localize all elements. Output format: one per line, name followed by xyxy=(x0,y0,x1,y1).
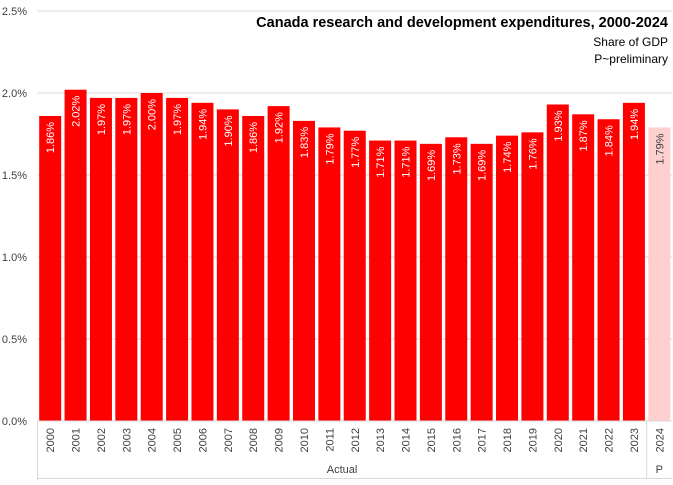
data-label: 1.93% xyxy=(553,110,565,141)
data-labels: 1.86% 2.02% 1.97% 1.97% 2.00% 1.97% 1.94% 1.90%… xyxy=(45,96,666,182)
x-tick-label: 2003 xyxy=(121,428,133,452)
data-label: 1.69% xyxy=(477,150,489,181)
data-label: 1.94% xyxy=(629,109,641,140)
data-label: 1.73% xyxy=(451,143,463,174)
data-label: 1.79% xyxy=(654,133,666,164)
x-tick-label: 2016 xyxy=(451,428,463,452)
data-label: 1.86% xyxy=(248,122,260,153)
x-axis: 2000 2001 2002 2003 2004 2005 2006 2007 2008 2009… xyxy=(37,420,672,480)
bar-2006 xyxy=(191,102,214,421)
bar-2010 xyxy=(292,120,315,421)
group-label: Actual xyxy=(327,464,358,476)
bar-2024 xyxy=(648,127,671,421)
bar-2021 xyxy=(572,114,595,421)
data-label: 1.90% xyxy=(223,115,235,146)
data-label: 1.76% xyxy=(527,138,539,169)
x-tick-label: 2020 xyxy=(553,428,565,452)
x-tick-label: 2007 xyxy=(223,428,235,452)
data-label: 1.71% xyxy=(401,146,413,177)
chart-note: P~preliminary xyxy=(594,52,668,66)
bar-2007 xyxy=(216,109,239,422)
x-tick-label: 2021 xyxy=(578,428,590,452)
bar-2009 xyxy=(267,106,290,422)
x-tick-label: 2017 xyxy=(477,428,489,452)
x-tick-label: 2001 xyxy=(71,428,83,452)
bar-2014 xyxy=(394,140,417,421)
x-tick-label: 2000 xyxy=(45,428,57,452)
bar-2013 xyxy=(369,140,392,421)
y-tick-label: 2.5% xyxy=(2,6,27,18)
x-tick-label: 2024 xyxy=(654,428,666,452)
x-tick-label: 2022 xyxy=(604,428,616,452)
x-tick-label: 2023 xyxy=(629,428,641,452)
x-tick-label: 2013 xyxy=(375,428,387,452)
data-label: 1.87% xyxy=(578,120,590,151)
bar-2023 xyxy=(622,102,645,421)
bar-2011 xyxy=(318,127,341,421)
x-tick-label: 2005 xyxy=(172,428,184,452)
bar-2005 xyxy=(166,97,189,422)
x-tick-label: 2015 xyxy=(426,428,438,452)
y-tick-label: 2.0% xyxy=(2,88,27,100)
x-tick-label: 2014 xyxy=(401,428,413,452)
bar-2002 xyxy=(89,97,112,422)
x-tick-label: 2004 xyxy=(147,428,159,452)
y-axis-ticks: 0.0% 0.5% 1.0% 1.5% 2.0% 2.5% xyxy=(2,6,27,428)
data-label: 1.94% xyxy=(197,109,209,140)
group-label: P xyxy=(656,464,663,476)
data-label: 1.69% xyxy=(426,150,438,181)
x-tick-label: 2012 xyxy=(350,428,362,452)
y-tick-label: 0.0% xyxy=(2,416,27,428)
x-tick-label: 2018 xyxy=(502,428,514,452)
x-tick-label: 2008 xyxy=(248,428,260,452)
bar-2019 xyxy=(521,132,544,422)
data-label: 1.97% xyxy=(121,104,133,135)
data-label: 1.74% xyxy=(502,141,514,172)
data-label: 1.71% xyxy=(375,146,387,177)
x-tick-label: 2011 xyxy=(324,428,336,452)
data-label: 2.02% xyxy=(71,96,83,127)
data-label: 1.97% xyxy=(96,104,108,135)
y-tick-label: 1.0% xyxy=(2,252,27,264)
bar-2003 xyxy=(115,97,138,422)
bar-2022 xyxy=(597,119,620,422)
x-tick-label: 2010 xyxy=(299,428,311,452)
y-tick-label: 1.5% xyxy=(2,170,27,182)
data-label: 1.77% xyxy=(350,137,362,168)
x-tick-label: 2009 xyxy=(274,428,286,452)
chart-title: Canada research and development expendit… xyxy=(256,15,668,31)
x-tick-label: 2006 xyxy=(197,428,209,452)
data-label: 1.92% xyxy=(274,112,286,143)
bar-2001 xyxy=(64,89,87,421)
data-label: 1.86% xyxy=(45,122,57,153)
bar-2016 xyxy=(445,137,468,421)
data-label: 1.84% xyxy=(604,125,616,156)
bar-2000 xyxy=(39,115,62,422)
chart-subtitle: Share of GDP xyxy=(593,35,668,49)
bar-2004 xyxy=(140,93,163,421)
bar-2018 xyxy=(496,135,519,421)
bar-2008 xyxy=(242,115,265,422)
bars xyxy=(39,89,671,422)
bar-2015 xyxy=(419,143,442,421)
x-tick-label: 2002 xyxy=(96,428,108,452)
data-label: 1.83% xyxy=(299,127,311,158)
data-label: 1.97% xyxy=(172,104,184,135)
bar-2017 xyxy=(470,143,493,421)
y-tick-label: 0.5% xyxy=(2,334,27,346)
data-label: 2.00% xyxy=(147,99,159,130)
bar-2020 xyxy=(546,104,569,421)
bar-2012 xyxy=(343,130,366,421)
x-tick-label: 2019 xyxy=(527,428,539,452)
data-label: 1.79% xyxy=(324,133,336,164)
